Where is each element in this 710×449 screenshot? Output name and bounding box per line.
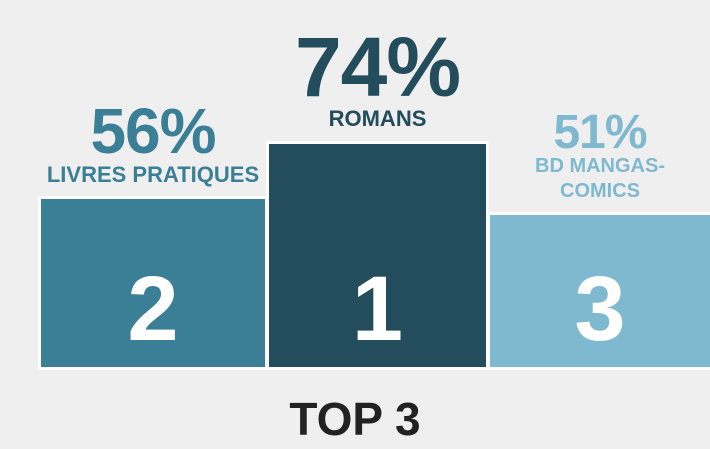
bar: 2 <box>38 196 268 370</box>
value-label: 74% <box>294 19 461 114</box>
podium-column: 56% LIVRES PRATIQUES 2 <box>38 95 268 370</box>
podium-column: 74% ROMANS 1 <box>266 19 489 370</box>
category-label: LIVRES PRATIQUES <box>46 161 260 187</box>
rank-label: 2 <box>127 258 179 360</box>
value-label: 51% <box>553 105 647 159</box>
value-label: 56% <box>90 95 216 168</box>
rank-label: 3 <box>574 258 626 360</box>
bar: 1 <box>266 140 489 370</box>
bar: 3 <box>487 211 710 370</box>
category-label: BD MANGAS-COMICS <box>535 154 665 202</box>
chart-title: TOP 3 <box>289 393 421 445</box>
category-label: ROMANS <box>328 106 427 132</box>
rank-label: 1 <box>351 258 404 360</box>
podium-column: 51% BD MANGAS-COMICS 3 <box>487 105 710 370</box>
